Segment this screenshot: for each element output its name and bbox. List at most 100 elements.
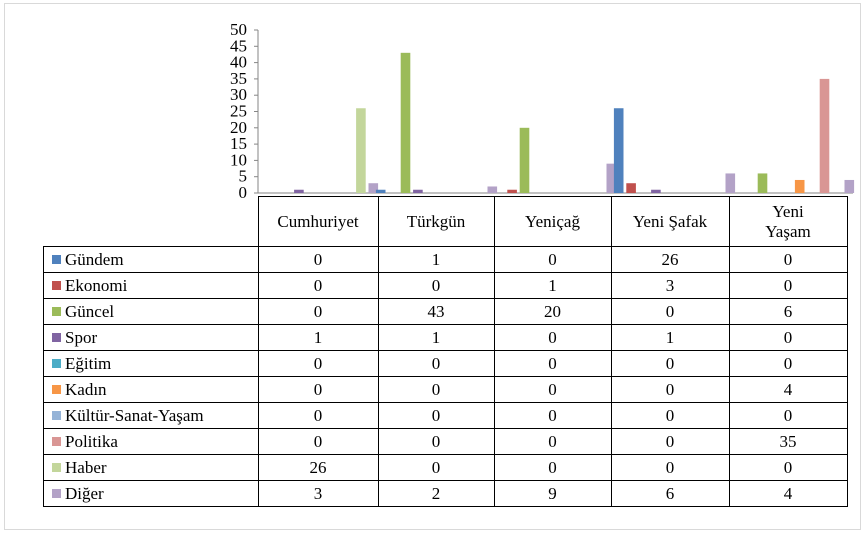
table-cell: 1: [377, 246, 495, 273]
y-tick-label: 30: [230, 85, 247, 104]
series-label: Güncel: [43, 298, 259, 325]
series-name: Eğitim: [65, 353, 112, 373]
table-cell: 0: [728, 246, 848, 273]
table-row: Ekonomi 0 0 1 3 0: [43, 272, 848, 299]
bar-Güncel-Yeniçağ: [519, 127, 530, 193]
table-cell: 0: [610, 298, 730, 325]
series-label: Spor: [43, 324, 259, 351]
bar-Güncel-Türkgün: [400, 52, 411, 193]
table-cell: 0: [377, 454, 495, 481]
category-header: Yeni Yaşam: [728, 196, 848, 247]
table-cell: 0: [377, 428, 495, 455]
data-table: Cumhuriyet Türkgün Yeniçağ Yeni Şafak Yeni Ya…: [43, 196, 848, 507]
series-name: Ekonomi: [65, 275, 128, 295]
table-cell: 4: [728, 376, 848, 403]
table-cell: 0: [728, 454, 848, 481]
table-cell: 0: [257, 272, 379, 299]
table-cell: 35: [728, 428, 848, 455]
table-cell: 0: [610, 402, 730, 429]
category-header: Yeni Şafak: [610, 196, 730, 247]
table-row: Spor 1 1 0 1 0: [43, 324, 848, 351]
table-cell: 0: [610, 454, 730, 481]
table-cell: 4: [728, 480, 848, 507]
bar-Ekonomi-Yeni Şafak: [626, 183, 636, 193]
legend-swatch: [52, 410, 61, 420]
bar-Diğer-Yeniçağ: [606, 163, 617, 193]
y-tick-label: 15: [230, 134, 247, 153]
table-row: Kültür-Sanat-Yaşam 0 0 0 0 0: [43, 402, 848, 429]
legend-swatch: [52, 358, 61, 368]
table-cell: 0: [257, 428, 379, 455]
table-cell: 0: [377, 402, 495, 429]
series-label: Ekonomi: [43, 272, 259, 299]
bar-Spor-Türkgün: [413, 189, 423, 193]
legend-swatch: [52, 332, 61, 342]
table-cell: 0: [728, 272, 848, 299]
category-header: Türkgün: [377, 196, 495, 247]
bar-Haber-Cumhuriyet: [356, 108, 366, 193]
table-cell: 0: [728, 324, 848, 351]
table-cell: 1: [493, 272, 612, 299]
legend-swatch: [52, 488, 61, 498]
table-cell: 0: [493, 454, 612, 481]
legend-swatch: [52, 280, 61, 290]
table-row: Haber 26 0 0 0 0: [43, 454, 848, 481]
table-cell: 0: [493, 428, 612, 455]
series-name: Politika: [65, 431, 118, 451]
table-corner: [43, 196, 259, 247]
table-cell: 0: [257, 376, 379, 403]
legend-swatch: [52, 462, 61, 472]
table-cell: 6: [610, 480, 730, 507]
y-tick-label: 40: [230, 53, 247, 72]
bar-Kadın-Yeni Yaşam: [794, 179, 805, 193]
bar-Diğer-Cumhuriyet: [368, 183, 379, 193]
table-cell: 1: [377, 324, 495, 351]
series-name: Spor: [65, 327, 98, 347]
table-cell: 0: [377, 272, 495, 299]
table-row: Güncel 0 43 20 0 6: [43, 298, 848, 325]
table-cell: 20: [493, 298, 612, 325]
bar-Güncel-Yeni Yaşam: [757, 173, 768, 193]
table-cell: 0: [610, 376, 730, 403]
y-tick-label: 25: [230, 102, 247, 121]
table-cell: 3: [610, 272, 730, 299]
category-header-row: Cumhuriyet Türkgün Yeniçağ Yeni Şafak Yeni Ya…: [43, 196, 848, 247]
bar-Diğer-Yeni Şafak: [725, 173, 736, 193]
bar-Spor-Yeni Şafak: [651, 189, 661, 193]
table-cell: 0: [257, 246, 379, 273]
bar-Diğer-Türkgün: [487, 186, 498, 193]
table-cell: 1: [257, 324, 379, 351]
series-label: Politika: [43, 428, 259, 455]
table-cell: 0: [728, 350, 848, 377]
table-cell: 26: [610, 246, 730, 273]
table-cell: 0: [257, 350, 379, 377]
legend-swatch: [52, 436, 61, 446]
table-cell: 1: [610, 324, 730, 351]
series-label: Kadın: [43, 376, 259, 403]
table-cell: 26: [257, 454, 379, 481]
table-cell: 0: [493, 376, 612, 403]
table-cell: 0: [610, 428, 730, 455]
table-cell: 0: [610, 350, 730, 377]
category-header: Yeniçağ: [493, 196, 612, 247]
table-cell: 0: [728, 402, 848, 429]
bar-Gündem-Türkgün: [375, 189, 386, 193]
table-cell: 3: [257, 480, 379, 507]
series-label: Gündem: [43, 246, 259, 273]
table-cell: 0: [257, 402, 379, 429]
legend-swatch: [52, 384, 61, 394]
bar-Politika-Yeni Yaşam: [819, 78, 830, 193]
series-label: Haber: [43, 454, 259, 481]
table-row: Politika 0 0 0 0 35: [43, 428, 848, 455]
series-name: Gündem: [65, 249, 124, 269]
y-tick-label: 5: [239, 167, 248, 186]
table-cell: 0: [493, 350, 612, 377]
bar-Spor-Cumhuriyet: [294, 189, 304, 193]
legend-swatch: [52, 306, 61, 316]
chart-frame: [4, 3, 861, 530]
category-header: Cumhuriyet: [257, 196, 379, 247]
series-name: Güncel: [65, 301, 115, 321]
table-cell: 0: [493, 402, 612, 429]
series-name: Diğer: [65, 483, 104, 503]
